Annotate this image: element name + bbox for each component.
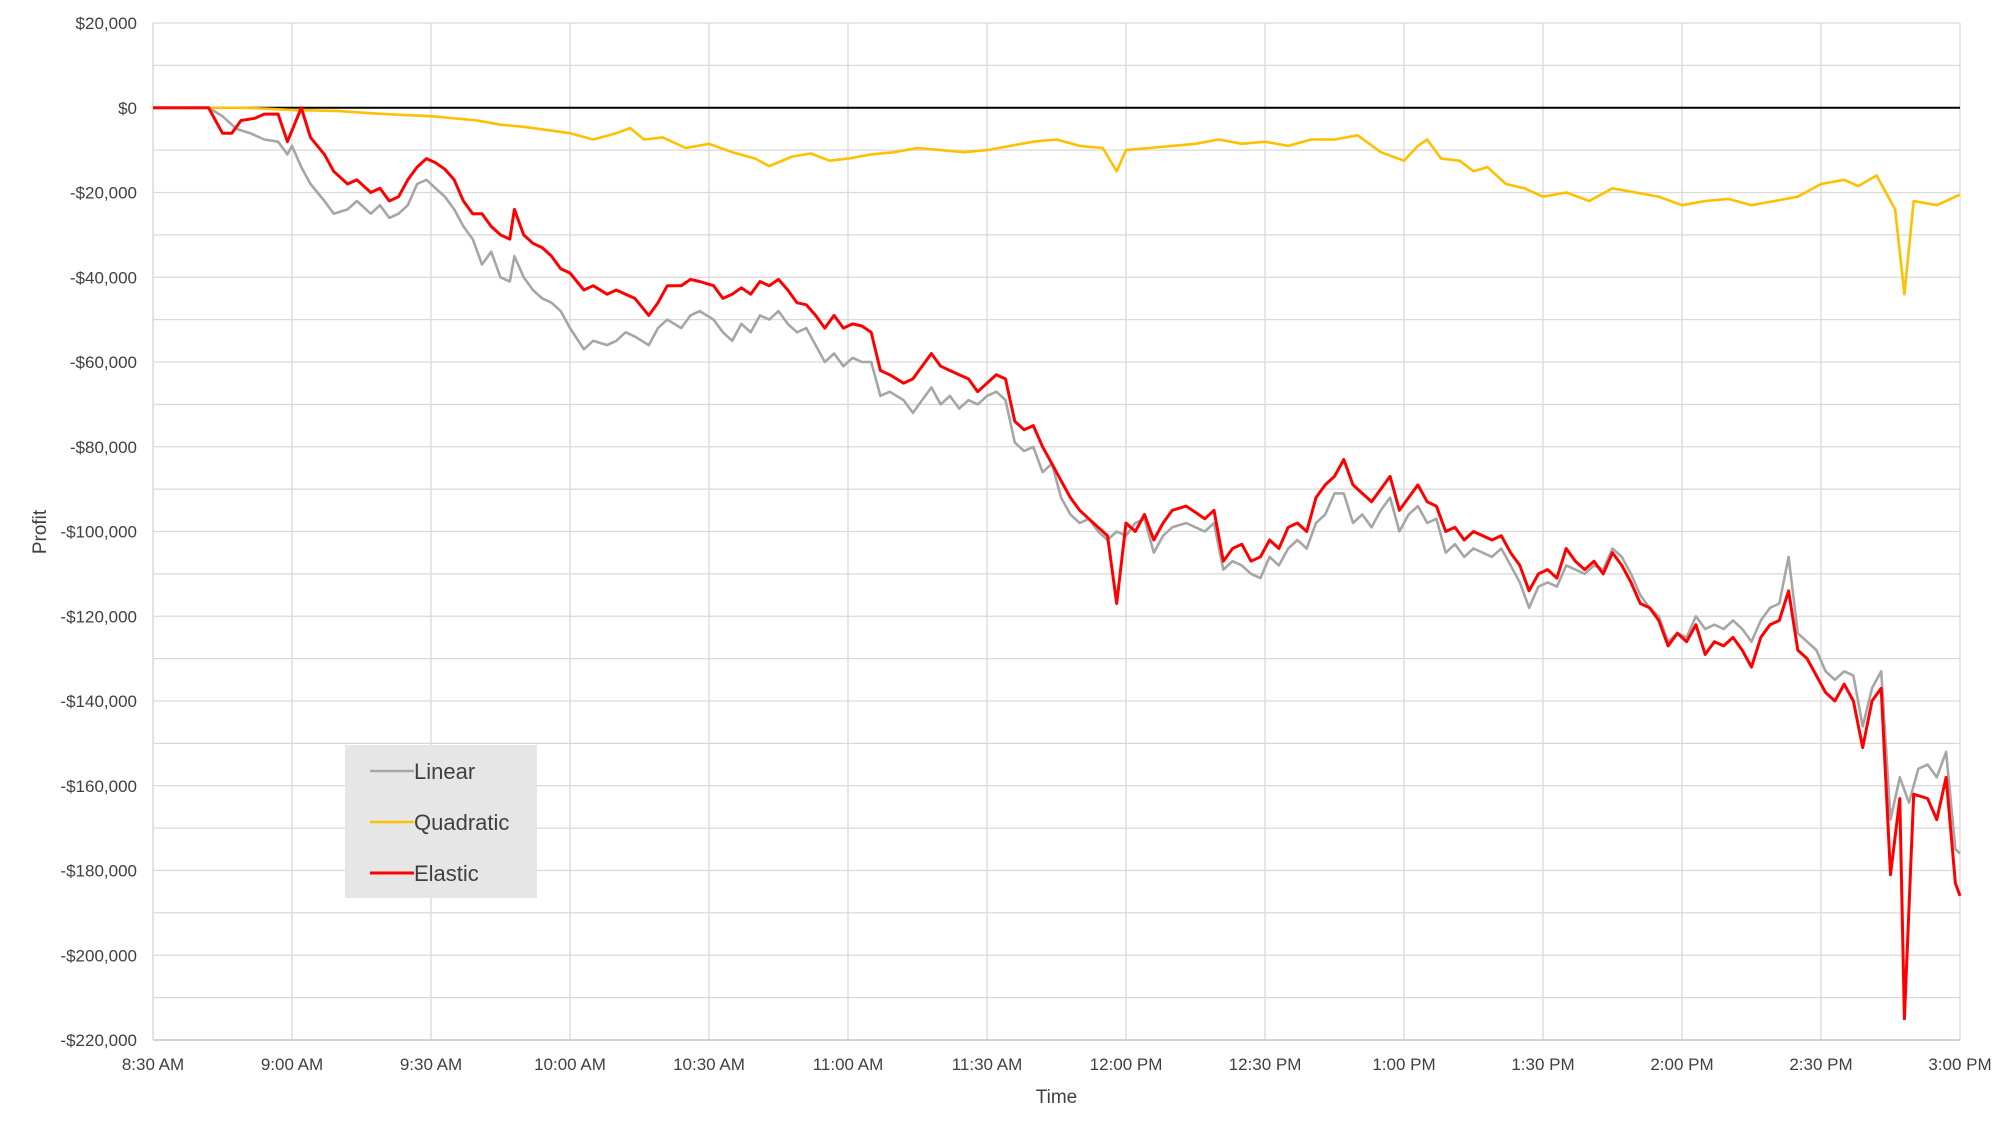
series-lines	[153, 106, 1962, 1021]
x-tick-label: 2:00 PM	[1650, 1055, 1713, 1074]
x-tick-label: 10:00 AM	[534, 1055, 606, 1074]
x-tick-label: 9:00 AM	[261, 1055, 323, 1074]
series-line-elastic	[153, 106, 1962, 1021]
y-tick-label: $0	[118, 99, 137, 118]
y-tick-label: -$20,000	[70, 184, 137, 203]
legend-label-quadratic: Quadratic	[414, 810, 509, 835]
y-tick-label: -$100,000	[60, 523, 137, 542]
y-axis-ticks: $20,000 $0 -$20,000 -$40,000 -$60,000 -$80,00…	[60, 14, 137, 1050]
y-tick-label: -$60,000	[70, 353, 137, 372]
legend-label-elastic: Elastic	[414, 861, 479, 886]
legend: Linear Quadratic Elastic	[345, 745, 537, 898]
y-tick-label: -$140,000	[60, 692, 137, 711]
y-tick-label: -$120,000	[60, 607, 137, 626]
y-tick-label: -$160,000	[60, 777, 137, 796]
x-tick-label: 3:00 PM	[1928, 1055, 1991, 1074]
y-tick-label: $20,000	[76, 14, 137, 33]
series-line-linear	[153, 106, 1961, 855]
y-tick-label: -$220,000	[60, 1031, 137, 1050]
y-axis-title: Profit	[30, 509, 51, 554]
y-tick-label: -$200,000	[60, 946, 137, 965]
x-tick-label: 10:30 AM	[673, 1055, 745, 1074]
legend-label-linear: Linear	[414, 759, 475, 784]
x-tick-label: 12:00 PM	[1090, 1055, 1163, 1074]
x-axis-title: Time	[1036, 1087, 1078, 1108]
x-tick-label: 1:00 PM	[1372, 1055, 1435, 1074]
x-tick-label: 1:30 PM	[1511, 1055, 1574, 1074]
x-axis-ticks: 8:30 AM 9:00 AM 9:30 AM 10:00 AM 10:30 AM 11:…	[122, 1055, 1992, 1074]
y-tick-label: -$40,000	[70, 268, 137, 287]
x-tick-label: 2:30 PM	[1789, 1055, 1852, 1074]
gridlines	[152, 22, 1961, 1041]
x-tick-label: 11:30 AM	[952, 1055, 1023, 1074]
y-tick-label: -$80,000	[70, 438, 137, 457]
x-tick-label: 11:00 AM	[813, 1055, 884, 1074]
y-tick-label: -$180,000	[60, 862, 137, 881]
x-tick-label: 9:30 AM	[400, 1055, 462, 1074]
x-tick-label: 8:30 AM	[122, 1055, 184, 1074]
series-line-quadratic	[153, 106, 1961, 296]
x-tick-label: 12:30 PM	[1229, 1055, 1302, 1074]
